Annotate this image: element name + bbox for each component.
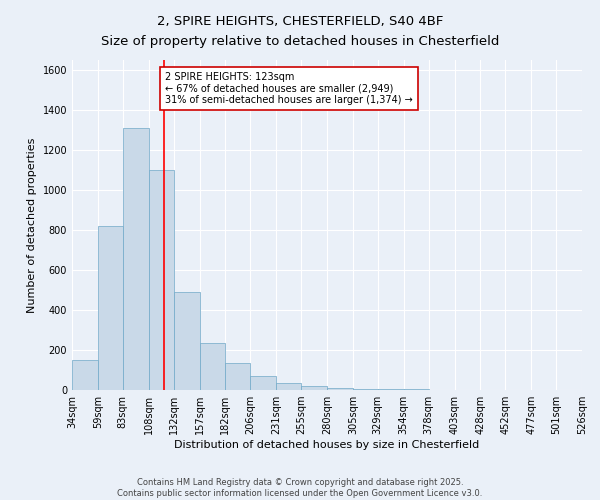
Bar [72, 360, 98, 390]
Bar [276, 383, 301, 390]
Bar [378, 389, 404, 390]
Bar [327, 388, 353, 390]
Text: 2, SPIRE HEIGHTS, CHESTERFIELD, S40 4BF: 2, SPIRE HEIGHTS, CHESTERFIELD, S40 4BF [157, 15, 443, 28]
Bar [353, 389, 378, 390]
Text: Size of property relative to detached houses in Chesterfield: Size of property relative to detached ho… [101, 35, 499, 48]
Bar [123, 128, 149, 390]
Y-axis label: Number of detached properties: Number of detached properties [27, 138, 37, 312]
Bar [226, 363, 250, 390]
Bar [301, 386, 327, 390]
Bar [149, 170, 173, 390]
Bar [250, 376, 276, 390]
Text: 2 SPIRE HEIGHTS: 123sqm
← 67% of detached houses are smaller (2,949)
31% of semi: 2 SPIRE HEIGHTS: 123sqm ← 67% of detache… [165, 72, 413, 105]
X-axis label: Distribution of detached houses by size in Chesterfield: Distribution of detached houses by size … [175, 440, 479, 450]
Bar [199, 343, 226, 390]
Bar [173, 292, 199, 390]
Bar [404, 389, 428, 390]
Bar [98, 226, 123, 390]
Text: Contains HM Land Registry data © Crown copyright and database right 2025.
Contai: Contains HM Land Registry data © Crown c… [118, 478, 482, 498]
